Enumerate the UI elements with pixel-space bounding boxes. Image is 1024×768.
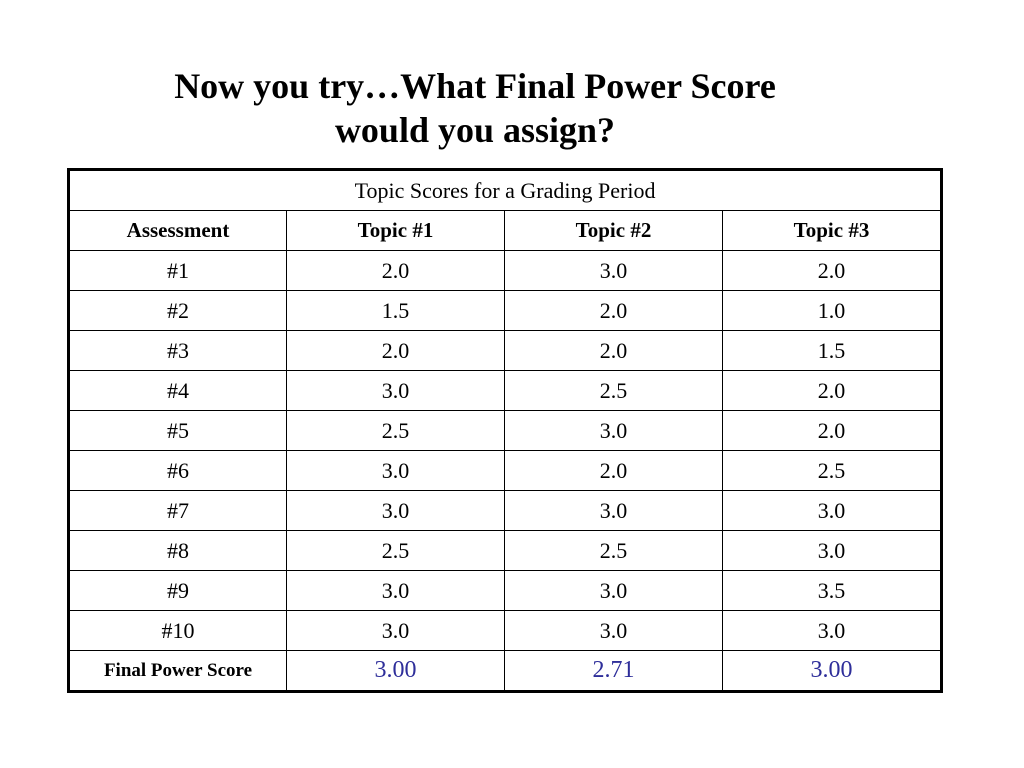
topic-2-score-cell: 3.0: [504, 610, 723, 651]
final-score-topic-2: 2.71: [504, 650, 723, 692]
topic-2-score-cell: 3.0: [504, 250, 723, 291]
topic-3-score-cell: 1.5: [721, 330, 943, 371]
topic-1-score-cell: 2.5: [286, 530, 505, 571]
assessment-cell: #6: [68, 450, 287, 491]
topic-3-score-cell: 2.0: [721, 410, 943, 451]
topic-1-score-cell: 2.0: [286, 330, 505, 371]
topic-3-score-cell: 3.0: [721, 490, 943, 531]
table-row: #4 3.0 2.5 2.0: [68, 370, 943, 411]
assessment-cell: #3: [68, 330, 287, 371]
assessment-cell: #2: [68, 290, 287, 331]
header-topic-2: Topic #2: [504, 210, 723, 251]
assessment-cell: #10: [68, 610, 287, 651]
topic-2-score-cell: 3.0: [504, 490, 723, 531]
topic-1-score-cell: 3.0: [286, 370, 505, 411]
header-assessment: Assessment: [68, 210, 287, 251]
topic-3-score-cell: 3.0: [721, 610, 943, 651]
table-row: #7 3.0 3.0 3.0: [68, 490, 943, 531]
topic-2-score-cell: 2.0: [504, 450, 723, 491]
topic-1-score-cell: 3.0: [286, 610, 505, 651]
final-power-score-label: Final Power Score: [68, 650, 287, 692]
topic-scores-table: Topic Scores for a Grading Period Assess…: [67, 168, 944, 693]
topic-3-score-cell: 2.0: [721, 370, 943, 411]
header-topic-3: Topic #3: [721, 210, 943, 251]
topic-2-score-cell: 3.0: [504, 570, 723, 611]
table-row: #6 3.0 2.0 2.5: [68, 450, 943, 491]
table-row: #2 1.5 2.0 1.0: [68, 290, 943, 331]
topic-3-score-cell: 3.5: [721, 570, 943, 611]
table-row: #1 2.0 3.0 2.0: [68, 250, 943, 291]
topic-2-score-cell: 2.5: [504, 370, 723, 411]
table-caption: Topic Scores for a Grading Period: [67, 169, 943, 211]
topic-1-score-cell: 2.5: [286, 410, 505, 451]
final-power-score-row: Final Power Score 3.00 2.71 3.00: [68, 650, 943, 692]
topic-1-score-cell: 3.0: [286, 570, 505, 611]
table-row: #9 3.0 3.0 3.5: [68, 570, 943, 611]
topic-1-score-cell: 3.0: [286, 450, 505, 491]
topic-2-score-cell: 2.5: [504, 530, 723, 571]
slide-title: Now you try…What Final Power Score would…: [90, 64, 860, 152]
topic-3-score-cell: 2.0: [721, 250, 943, 291]
table-row: #3 2.0 2.0 1.5: [68, 330, 943, 371]
topic-2-score-cell: 3.0: [504, 410, 723, 451]
table-row: #5 2.5 3.0 2.0: [68, 410, 943, 451]
table-row: #10 3.0 3.0 3.0: [68, 610, 943, 651]
topic-2-score-cell: 2.0: [504, 290, 723, 331]
assessment-cell: #7: [68, 490, 287, 531]
table-caption-row: Topic Scores for a Grading Period: [67, 169, 943, 211]
topic-3-score-cell: 2.5: [721, 450, 943, 491]
topic-3-score-cell: 3.0: [721, 530, 943, 571]
topic-1-score-cell: 3.0: [286, 490, 505, 531]
topic-1-score-cell: 2.0: [286, 250, 505, 291]
final-score-topic-3: 3.00: [721, 650, 943, 692]
assessment-cell: #9: [68, 570, 287, 611]
table-header-row: Assessment Topic #1 Topic #2 Topic #3: [68, 210, 943, 251]
slide-title-line-2: would you assign?: [334, 110, 616, 150]
slide-title-line-1: Now you try…What Final Power Score: [174, 66, 776, 106]
header-topic-1: Topic #1: [286, 210, 505, 251]
assessment-cell: #8: [68, 530, 287, 571]
topic-2-score-cell: 2.0: [504, 330, 723, 371]
final-score-topic-1: 3.00: [286, 650, 505, 692]
topic-1-score-cell: 1.5: [286, 290, 505, 331]
table-row: #8 2.5 2.5 3.0: [68, 530, 943, 571]
assessment-cell: #1: [68, 250, 287, 291]
assessment-cell: #5: [68, 410, 287, 451]
assessment-cell: #4: [68, 370, 287, 411]
topic-3-score-cell: 1.0: [721, 290, 943, 331]
